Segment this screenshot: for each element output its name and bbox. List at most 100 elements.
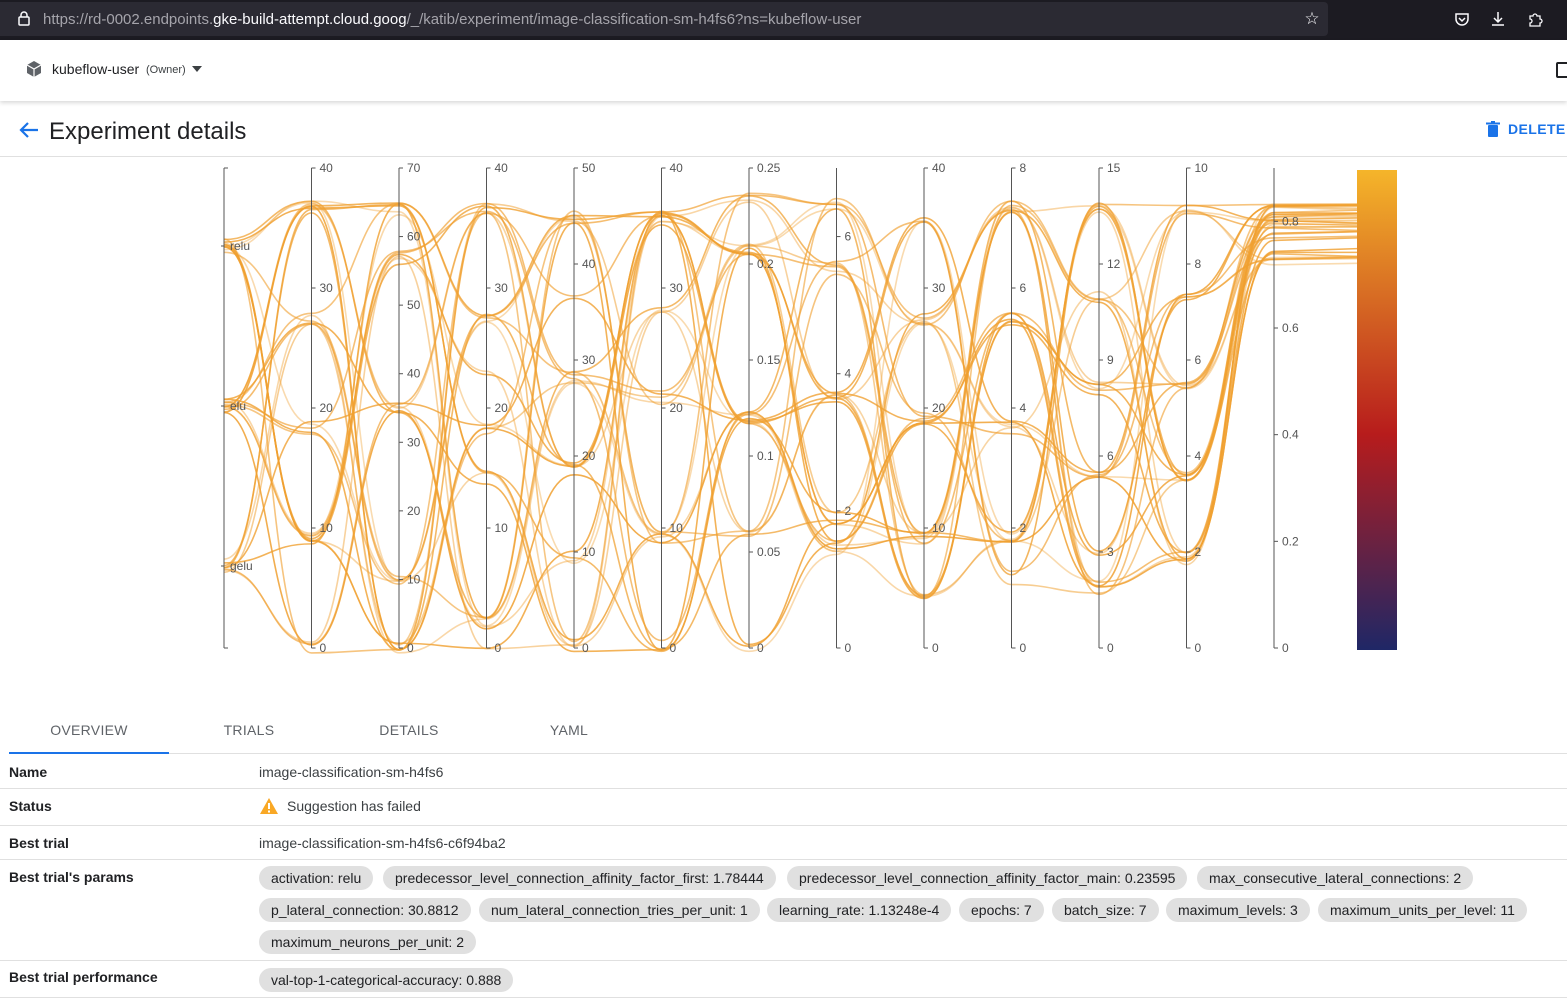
trial-line: [223, 202, 1358, 576]
tick-label: 50: [582, 161, 596, 175]
tick-label: 0: [1282, 641, 1289, 655]
tick-label: 10: [670, 521, 684, 535]
back-arrow-icon[interactable]: [18, 119, 40, 141]
status-value: Suggestion has failed: [287, 798, 421, 814]
tick-label: 30: [320, 281, 334, 295]
tick-label: 10: [1195, 161, 1209, 175]
tick-label: 30: [670, 281, 684, 295]
delete-label: DELETE: [1508, 121, 1566, 137]
param-chip: maximum_neurons_per_unit: 2: [259, 930, 476, 954]
tick-label: 0.8: [1282, 214, 1299, 228]
page-header: Experiment details DELETE: [0, 101, 1567, 157]
param-chip: epochs: 7: [959, 898, 1044, 922]
name-value: image-classification-sm-h4fs6: [259, 764, 444, 780]
tick-label: 4: [1195, 449, 1202, 463]
logout-icon[interactable]: [1556, 62, 1567, 78]
chevron-down-icon[interactable]: [192, 66, 202, 72]
trial-line: [223, 200, 1358, 653]
performance-label: Best trial performance: [9, 969, 158, 985]
trial-line: [223, 211, 1358, 654]
tick-label: 0: [1020, 641, 1027, 655]
tick-label: 6: [1107, 449, 1114, 463]
name-label: Name: [9, 764, 48, 780]
param-chip: predecessor_level_connection_affinity_fa…: [787, 866, 1188, 890]
extensions-icon[interactable]: [1527, 11, 1543, 27]
trial-line: [223, 205, 1358, 646]
pocket-icon[interactable]: [1454, 11, 1470, 27]
tick-label: 20: [320, 401, 334, 415]
tick-label: 0: [757, 641, 764, 655]
tick-label: 40: [407, 367, 421, 381]
performance-chip: val-top-1-categorical-accuracy: 0.888: [259, 968, 514, 992]
param-chip: activation: relu: [259, 866, 374, 890]
param-chip: max_consecutive_lateral_connections: 2: [1197, 866, 1474, 890]
star-icon[interactable]: ☆: [1304, 9, 1320, 28]
delete-button[interactable]: DELETE: [1486, 121, 1566, 137]
param-chip: p_lateral_connection: 30.8812: [259, 898, 471, 922]
tick-label: 8: [1195, 257, 1202, 271]
tick-label: 0: [582, 641, 589, 655]
namespace-role: (Owner): [146, 64, 186, 76]
browser-toolbar: https://rd-0002.endpoints.gke-build-atte…: [0, 0, 1567, 40]
tick-label: 12: [1107, 257, 1121, 271]
best-trial-label: Best trial: [9, 835, 69, 851]
parallel-coordinates-chart[interactable]: reluelugelu01020304001020304050607001020…: [0, 158, 1567, 678]
trial-line: [223, 205, 1358, 651]
tick-label: 40: [670, 161, 684, 175]
tick-label: 2: [845, 504, 852, 518]
tick-label: 0.15: [757, 353, 781, 367]
tick-label: 20: [932, 401, 946, 415]
url-text[interactable]: https://rd-0002.endpoints.gke-build-atte…: [43, 11, 862, 28]
tab-details[interactable]: DETAILS: [379, 722, 439, 738]
trial-line: [223, 211, 1358, 647]
trial-line: [223, 203, 1358, 653]
tick-label: 10: [582, 545, 596, 559]
trial-lines: [223, 192, 1358, 654]
tick-label: 10: [932, 521, 946, 535]
namespace-cube-icon: [26, 61, 42, 77]
trial-line: [223, 202, 1358, 583]
tick-label: 6: [1195, 353, 1202, 367]
trial-line: [223, 197, 1358, 619]
tab-bar: OVERVIEW TRIALS DETAILS YAML: [9, 708, 1567, 754]
tick-label: 9: [1107, 353, 1114, 367]
tick-label: 20: [495, 401, 509, 415]
best-trial-performance-row: Best trial performance val-top-1-categor…: [0, 961, 1567, 998]
tick-label: elu: [230, 399, 246, 413]
tick-label: 4: [845, 367, 852, 381]
tick-label: 20: [670, 401, 684, 415]
tick-label: 0.05: [757, 545, 781, 559]
tick-label: 30: [582, 353, 596, 367]
colorscale-bar: [1357, 170, 1397, 650]
tick-label: 0: [932, 641, 939, 655]
tick-label: 10: [407, 572, 421, 586]
tick-label: relu: [230, 239, 250, 253]
chart-axes: reluelugelu01020304001020304050607001020…: [221, 161, 1299, 655]
tick-label: 10: [320, 521, 334, 535]
tick-label: 0.2: [757, 257, 774, 271]
trial-line: [223, 213, 1358, 554]
address-bar[interactable]: https://rd-0002.endpoints.gke-build-atte…: [0, 2, 1328, 36]
download-icon[interactable]: [1490, 11, 1506, 27]
tab-overview[interactable]: OVERVIEW: [9, 708, 169, 754]
param-chip: batch_size: 7: [1052, 898, 1159, 922]
tick-label: 0: [670, 641, 677, 655]
tick-label: 6: [1020, 281, 1027, 295]
tick-label: 0.25: [757, 161, 781, 175]
trial-line: [223, 203, 1358, 654]
trial-line: [223, 202, 1358, 597]
params-label: Best trial's params: [9, 869, 134, 885]
trial-line: [223, 208, 1358, 653]
tick-label: 40: [582, 257, 596, 271]
tick-label: 20: [582, 449, 596, 463]
tick-label: 0.4: [1282, 428, 1299, 442]
tab-yaml[interactable]: YAML: [549, 722, 589, 738]
tick-label: 0: [845, 641, 852, 655]
namespace-selector[interactable]: kubeflow-user: [52, 61, 140, 77]
tick-label: 0.6: [1282, 321, 1299, 335]
param-chip: predecessor_level_connection_affinity_fa…: [383, 866, 776, 890]
tab-trials[interactable]: TRIALS: [223, 722, 275, 738]
tick-label: 0: [1107, 641, 1114, 655]
tick-label: 30: [495, 281, 509, 295]
tick-label: 0: [320, 641, 327, 655]
